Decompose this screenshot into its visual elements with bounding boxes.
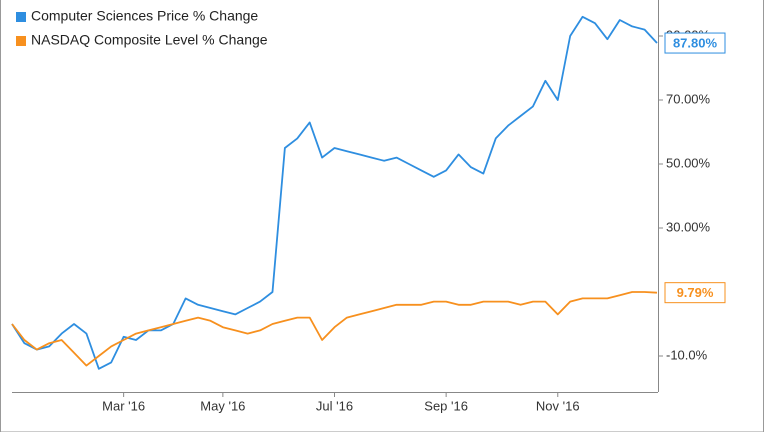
y-tick-label: 70.00% (666, 91, 711, 106)
end-label: 87.80% (673, 35, 718, 50)
y-tick-label: -10.0% (666, 347, 708, 362)
series-line (11, 291, 658, 367)
x-tick-label: Nov '16 (536, 398, 580, 413)
series-line (11, 15, 658, 370)
end-badge (664, 32, 726, 54)
legend-label: NASDAQ Composite Level % Change (31, 32, 268, 48)
legend-label: Computer Sciences Price % Change (31, 8, 258, 24)
y-tick-label: 50.00% (666, 155, 711, 170)
legend-swatch (16, 12, 26, 22)
x-tick-label: Mar '16 (102, 398, 145, 413)
x-tick-label: May '16 (200, 398, 245, 413)
legend-swatch (16, 36, 26, 46)
end-badge (664, 282, 726, 304)
y-tick-label: 30.00% (666, 219, 711, 234)
x-tick-label: Jul '16 (316, 398, 353, 413)
x-tick-label: Sep '16 (424, 398, 468, 413)
end-label: 9.79% (677, 285, 714, 300)
